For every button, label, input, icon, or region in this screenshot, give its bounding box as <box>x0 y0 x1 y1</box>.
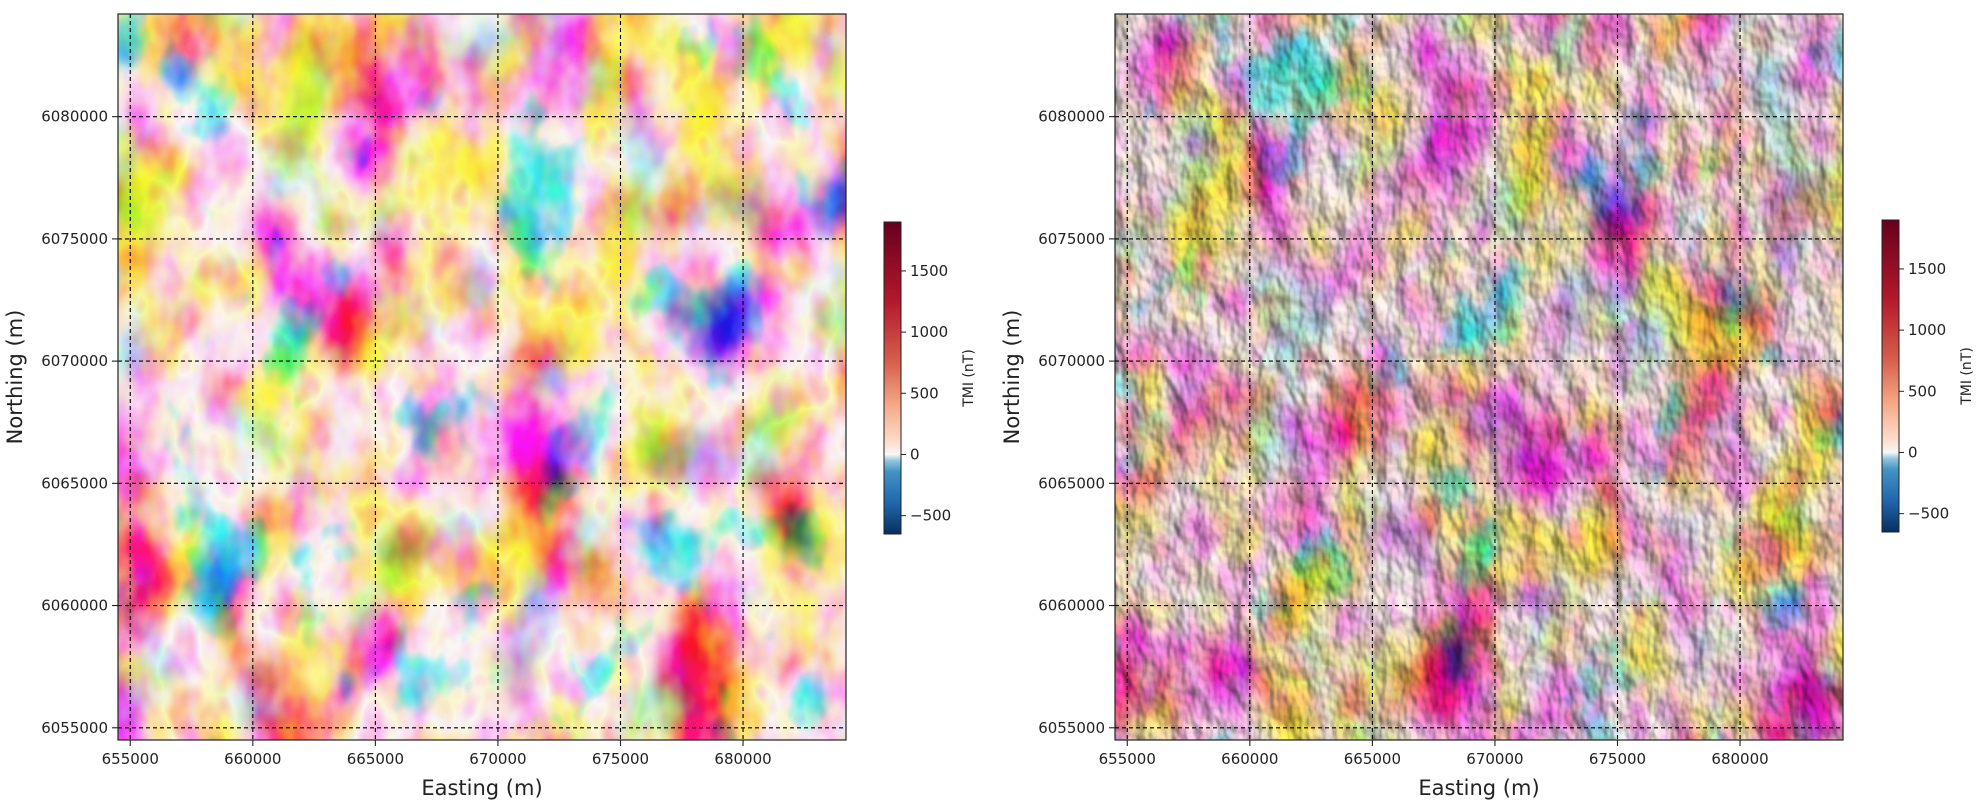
chart-panel-2: 655000 660000 665000 670000 675000 680000 6055… <box>1000 13 1975 800</box>
x-axis-label: Easting (m) <box>1418 776 1539 800</box>
colorbar-tick-label: 1000 <box>910 323 948 341</box>
x-tick-label: 670000 <box>469 750 526 768</box>
x-tick-label: 670000 <box>1466 750 1523 768</box>
chart-panel-1: 655000 660000 665000 670000 675000 680000 6055… <box>3 13 977 800</box>
x-tick-label: 680000 <box>714 750 771 768</box>
colorbar-tick-label: 1000 <box>1908 321 1946 339</box>
colorbar-tick-label: 500 <box>1908 382 1937 400</box>
plot-frame <box>1114 13 1844 741</box>
x-tick-label: 665000 <box>347 750 404 768</box>
colorbar: −500 0 500 1000 1500 TMI (nT) <box>1881 219 1975 533</box>
x-tick-label: 655000 <box>102 750 159 768</box>
colorbar-tick-label: 1500 <box>1908 260 1946 278</box>
y-tick-label: 6070000 <box>41 352 108 370</box>
x-tick-label: 660000 <box>224 750 281 768</box>
y-tick-label: 6070000 <box>1038 352 1105 370</box>
plot-frame <box>117 13 847 741</box>
colorbar-label: TMI (nT) <box>961 349 977 408</box>
colorbar-gradient <box>1881 219 1900 533</box>
y-axis-label: Northing (m) <box>3 310 27 445</box>
colorbar-tick-label: 1500 <box>910 262 948 280</box>
x-tick-label: 665000 <box>1344 750 1401 768</box>
colorbar: −500 0 500 1000 1500 TMI (nT) <box>883 221 977 535</box>
y-tick-label: 6065000 <box>1038 474 1105 492</box>
x-tick-label: 655000 <box>1099 750 1156 768</box>
y-tick-label: 6080000 <box>1038 108 1105 126</box>
colorbar-tick-label: −500 <box>910 507 951 525</box>
y-tick-label: 6080000 <box>41 108 108 126</box>
x-axis-label: Easting (m) <box>421 776 542 800</box>
colorbar-tick-label: 0 <box>910 445 920 463</box>
y-tick-label: 6060000 <box>1038 597 1105 615</box>
x-tick-label: 675000 <box>1589 750 1646 768</box>
y-axis-label: Northing (m) <box>1000 310 1024 445</box>
x-tick-label: 680000 <box>1711 750 1768 768</box>
heatmap-field <box>1115 14 1843 740</box>
colorbar-label: TMI (nT) <box>1959 347 1975 406</box>
y-tick-label: 6065000 <box>41 474 108 492</box>
colorbar-tick-label: −500 <box>1908 505 1949 523</box>
colorbar-tick-label: 0 <box>1908 443 1918 461</box>
y-tick-label: 6060000 <box>41 597 108 615</box>
x-tick-label: 660000 <box>1221 750 1278 768</box>
heatmap-field <box>118 14 846 740</box>
y-tick-label: 6055000 <box>1038 719 1105 737</box>
y-tick-label: 6055000 <box>41 719 108 737</box>
y-tick-label: 6075000 <box>41 230 108 248</box>
colorbar-gradient <box>883 221 902 535</box>
colorbar-tick-label: 500 <box>910 384 939 402</box>
y-tick-label: 6075000 <box>1038 230 1105 248</box>
x-tick-label: 675000 <box>592 750 649 768</box>
